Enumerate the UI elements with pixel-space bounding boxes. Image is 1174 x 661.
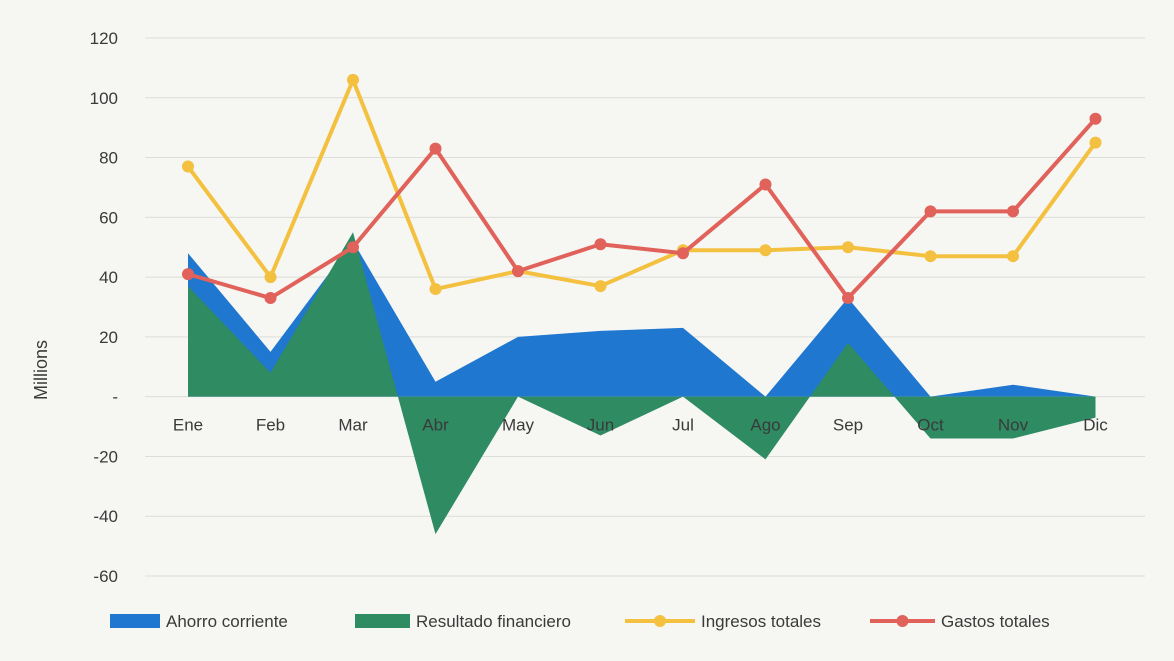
point-ingresos-totales — [429, 283, 442, 296]
x-tick-label: Ene — [173, 416, 203, 435]
point-gastos-totales — [842, 292, 854, 305]
legend: Ahorro corriente Resultado financiero Ingr… — [110, 612, 1050, 631]
y-tick-label: 100 — [90, 89, 118, 108]
x-tick-label: Mar — [338, 416, 368, 435]
y-tick-label: 60 — [99, 208, 118, 227]
point-ingresos-totales — [182, 160, 194, 173]
x-tick-label: Jun — [587, 416, 614, 435]
point-ingresos-totales — [1007, 250, 1019, 263]
y-tick-label: 80 — [99, 149, 118, 168]
x-tick-label: Oct — [917, 416, 944, 435]
y-tick-label: -20 — [93, 447, 118, 466]
x-tick-label: Ago — [750, 416, 780, 435]
point-ingresos-totales — [924, 250, 937, 263]
x-tick-label: Sep — [833, 416, 863, 435]
legend-label-ahorro-corriente: Ahorro corriente — [166, 612, 288, 631]
point-gastos-totales — [512, 265, 524, 278]
y-tick-label: 120 — [90, 29, 118, 48]
point-ingresos-totales — [842, 241, 854, 254]
legend-marker-gastos-totales — [896, 615, 909, 627]
y-tick-label: -40 — [93, 507, 118, 526]
legend-label-gastos-totales: Gastos totales — [941, 612, 1050, 631]
point-gastos-totales — [1007, 205, 1019, 218]
point-gastos-totales — [1089, 112, 1102, 125]
legend-label-resultado-financiero: Resultado financiero — [416, 612, 571, 631]
legend-label-ingresos-totales: Ingresos totales — [701, 612, 821, 631]
legend-swatch-ahorro-corriente — [110, 614, 160, 628]
point-gastos-totales — [594, 238, 607, 251]
y-tick-label: 20 — [99, 328, 118, 347]
point-gastos-totales — [429, 142, 442, 155]
area-resultado-financiero — [188, 232, 1096, 535]
point-gastos-totales — [924, 205, 937, 218]
point-gastos-totales — [347, 241, 359, 254]
y-tick-label: - — [112, 388, 118, 407]
point-gastos-totales — [759, 178, 772, 191]
x-tick-label: Nov — [998, 416, 1029, 435]
y-tick-label: 40 — [99, 268, 118, 287]
x-tick-label: May — [502, 416, 535, 435]
point-gastos-totales — [677, 247, 689, 260]
point-gastos-totales — [264, 292, 277, 305]
y-tick-label: -60 — [93, 567, 118, 586]
x-tick-label: Dic — [1083, 416, 1108, 435]
y-axis-label: Millions — [31, 340, 51, 400]
point-ingresos-totales — [759, 244, 772, 257]
x-tick-label: Feb — [256, 416, 285, 435]
line-gastos-totales — [187, 117, 1097, 301]
legend-swatch-resultado-financiero — [355, 614, 410, 628]
x-tick-label: Jul — [672, 416, 694, 435]
point-gastos-totales — [182, 268, 194, 281]
point-ingresos-totales — [1089, 136, 1102, 149]
area-ahorro-corriente — [188, 241, 1096, 397]
legend-marker-ingresos-totales — [654, 615, 666, 627]
x-tick-label: Abr — [422, 416, 449, 435]
point-ingresos-totales — [594, 280, 607, 293]
line-ingresos-totales — [186, 77, 1098, 292]
point-ingresos-totales — [347, 73, 359, 86]
point-ingresos-totales — [264, 271, 277, 284]
